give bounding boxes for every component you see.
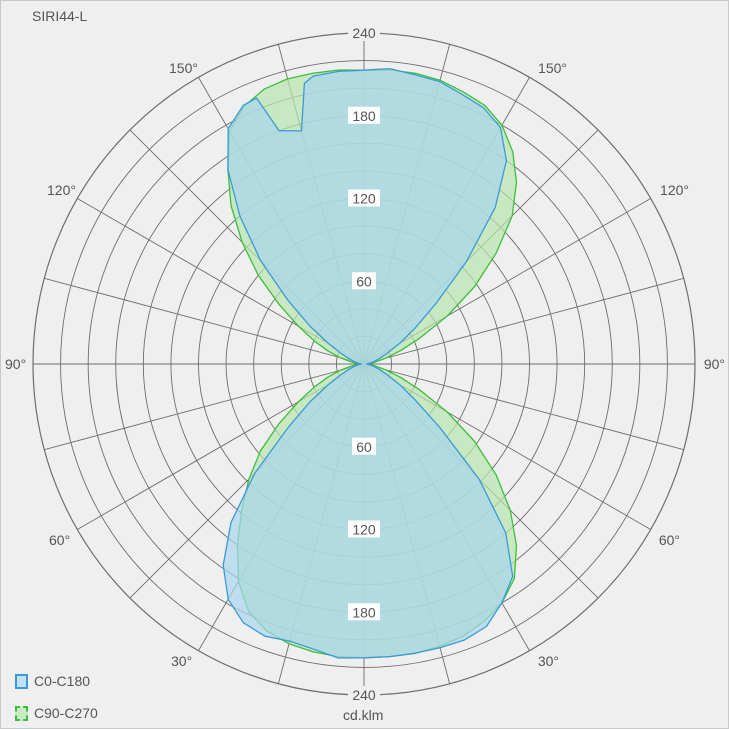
chart-title: SIRI44-L xyxy=(32,8,88,24)
legend-item-c90[interactable]: C90-C270 xyxy=(15,705,98,721)
radial-tick-bg xyxy=(348,24,380,41)
series-layer xyxy=(222,67,518,659)
radial-tick-label: 180 xyxy=(352,604,376,620)
angle-label-right: 60° xyxy=(659,532,680,548)
radial-tick-label: 240 xyxy=(352,25,376,41)
angle-label-right: 120° xyxy=(660,182,689,198)
legend-label-c90: C90-C270 xyxy=(34,705,98,721)
unit-label: cd.klm xyxy=(343,707,384,723)
label-layer: 60 60 120 120 180 180 240 240 90° 120° 150° 60° 30° 9… xyxy=(5,24,725,703)
radial-tick-bg xyxy=(348,520,380,538)
radial-tick-label: 120 xyxy=(352,522,376,538)
radial-tick-bg xyxy=(352,437,376,455)
radial-tick-label: 180 xyxy=(352,108,376,124)
radial-tick-bg xyxy=(352,272,376,290)
radial-tick-label: 120 xyxy=(352,191,376,207)
radial-tick-bg xyxy=(348,189,380,207)
angle-label-left: 30° xyxy=(171,653,192,669)
grid-spoke xyxy=(363,363,684,451)
series-curve-c0-c180 xyxy=(222,67,514,659)
radial-tick-bg xyxy=(348,686,380,703)
grid-spoke xyxy=(44,363,365,451)
angle-label-right: 150° xyxy=(538,60,567,76)
radial-tick-bg xyxy=(348,106,380,124)
angle-label-right: 90° xyxy=(704,356,725,372)
radial-tick-label: 60 xyxy=(356,439,372,455)
angle-label-left: 150° xyxy=(169,60,198,76)
angle-label-left: 60° xyxy=(49,532,70,548)
grid-spoke xyxy=(44,277,365,365)
legend-item-c0[interactable]: C0-C180 xyxy=(15,673,90,689)
radial-tick-bg xyxy=(348,603,380,621)
angle-label-right: 30° xyxy=(538,653,559,669)
radial-tick-label: 60 xyxy=(356,273,372,289)
legend-label-c0: C0-C180 xyxy=(34,673,91,689)
legend-swatch-c0 xyxy=(15,673,28,689)
grid-spoke xyxy=(363,277,684,365)
angle-label-left: 90° xyxy=(5,356,26,372)
angle-label-left: 120° xyxy=(47,182,76,198)
legend-swatch-c90 xyxy=(15,705,28,721)
radial-tick-label: 240 xyxy=(352,687,376,703)
